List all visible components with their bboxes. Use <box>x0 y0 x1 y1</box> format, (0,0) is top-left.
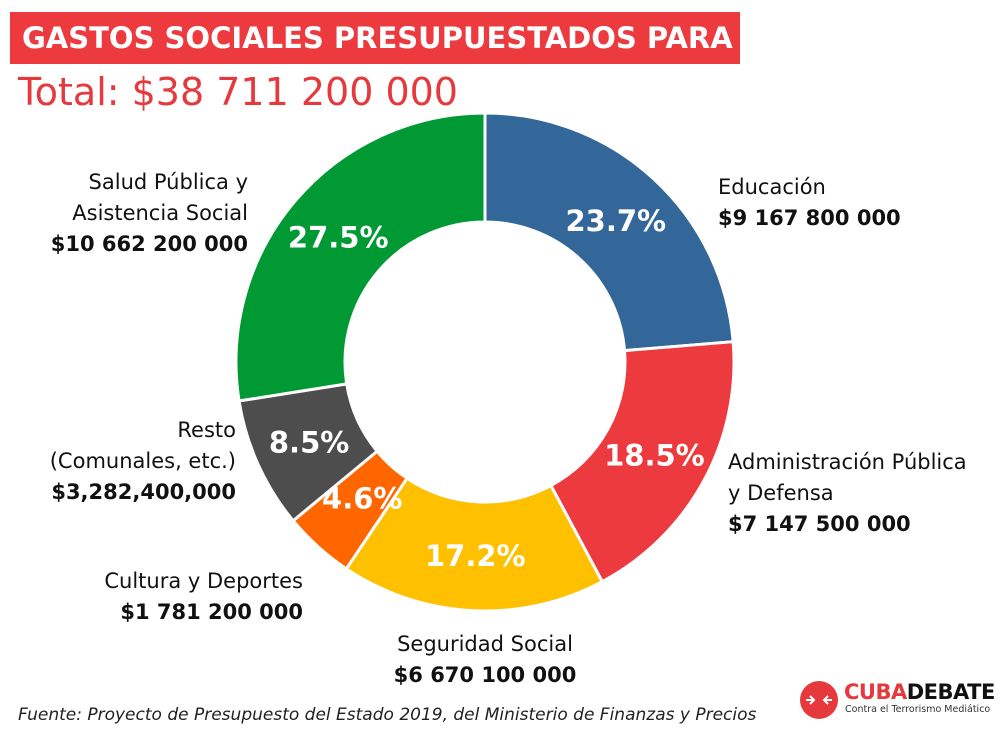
label-salud-name-1: Salud Pública y <box>88 170 248 194</box>
label-seguridad-name: Seguridad Social <box>397 632 573 656</box>
slice-2 <box>344 476 605 613</box>
label-cultura-amount: $1 781 200 000 <box>120 600 303 624</box>
cubadebate-logo-icon <box>800 681 838 719</box>
label-educacion: Educación $9 167 800 000 <box>718 172 901 234</box>
label-seguridad: Seguridad Social $6 670 100 000 <box>385 629 585 691</box>
label-cultura-name: Cultura y Deportes <box>104 569 303 593</box>
cubadebate-tagline: Contra el Terrorismo Mediático <box>845 704 991 715</box>
label-administracion-name-2: y Defensa <box>728 481 834 505</box>
label-administracion-name-1: Administración Pública <box>728 450 967 474</box>
slice-label-2: 17.2% <box>425 539 526 573</box>
slice-label-0: 23.7% <box>565 204 666 238</box>
slice-label-3: 4.6% <box>322 482 402 516</box>
label-salud: Salud Pública y Asistencia Social $10 66… <box>20 167 248 260</box>
label-resto-name-1: Resto <box>177 418 236 442</box>
slice-label-4: 8.5% <box>269 425 349 459</box>
cubadebate-logo-text: CUBADEBATE <box>844 680 995 704</box>
slice-1 <box>548 340 736 584</box>
label-seguridad-amount: $6 670 100 000 <box>393 663 577 687</box>
chart-total: Total: $38 711 200 000 <box>18 70 458 114</box>
label-salud-name-2: Asistencia Social <box>72 201 248 225</box>
source-note: Fuente: Proyecto de Presupuesto del Esta… <box>18 705 757 725</box>
label-educacion-name: Educación <box>718 175 826 199</box>
slice-0 <box>483 111 735 353</box>
label-resto-amount: $3,282,400,000 <box>51 480 236 504</box>
slice-label-1: 18.5% <box>604 438 705 472</box>
slice-5 <box>234 111 487 403</box>
label-administracion-amount: $7 147 500 000 <box>728 512 911 536</box>
label-administracion: Administración Pública y Defensa $7 147 … <box>728 447 967 540</box>
label-resto: Resto (Comunales, etc.) $3,282,400,000 <box>20 415 236 508</box>
slice-label-5: 27.5% <box>288 221 389 255</box>
label-cultura: Cultura y Deportes $1 781 200 000 <box>60 566 303 628</box>
label-resto-name-2: (Comunales, etc.) <box>49 449 236 473</box>
label-educacion-amount: $9 167 800 000 <box>718 206 901 230</box>
label-salud-amount: $10 662 200 000 <box>50 232 248 256</box>
chart-title: GASTOS SOCIALES PRESUPUESTADOS PARA 2019 <box>10 12 824 64</box>
cubadebate-logo[interactable]: CUBADEBATE Contra el Terrorismo Mediátic… <box>800 678 995 722</box>
